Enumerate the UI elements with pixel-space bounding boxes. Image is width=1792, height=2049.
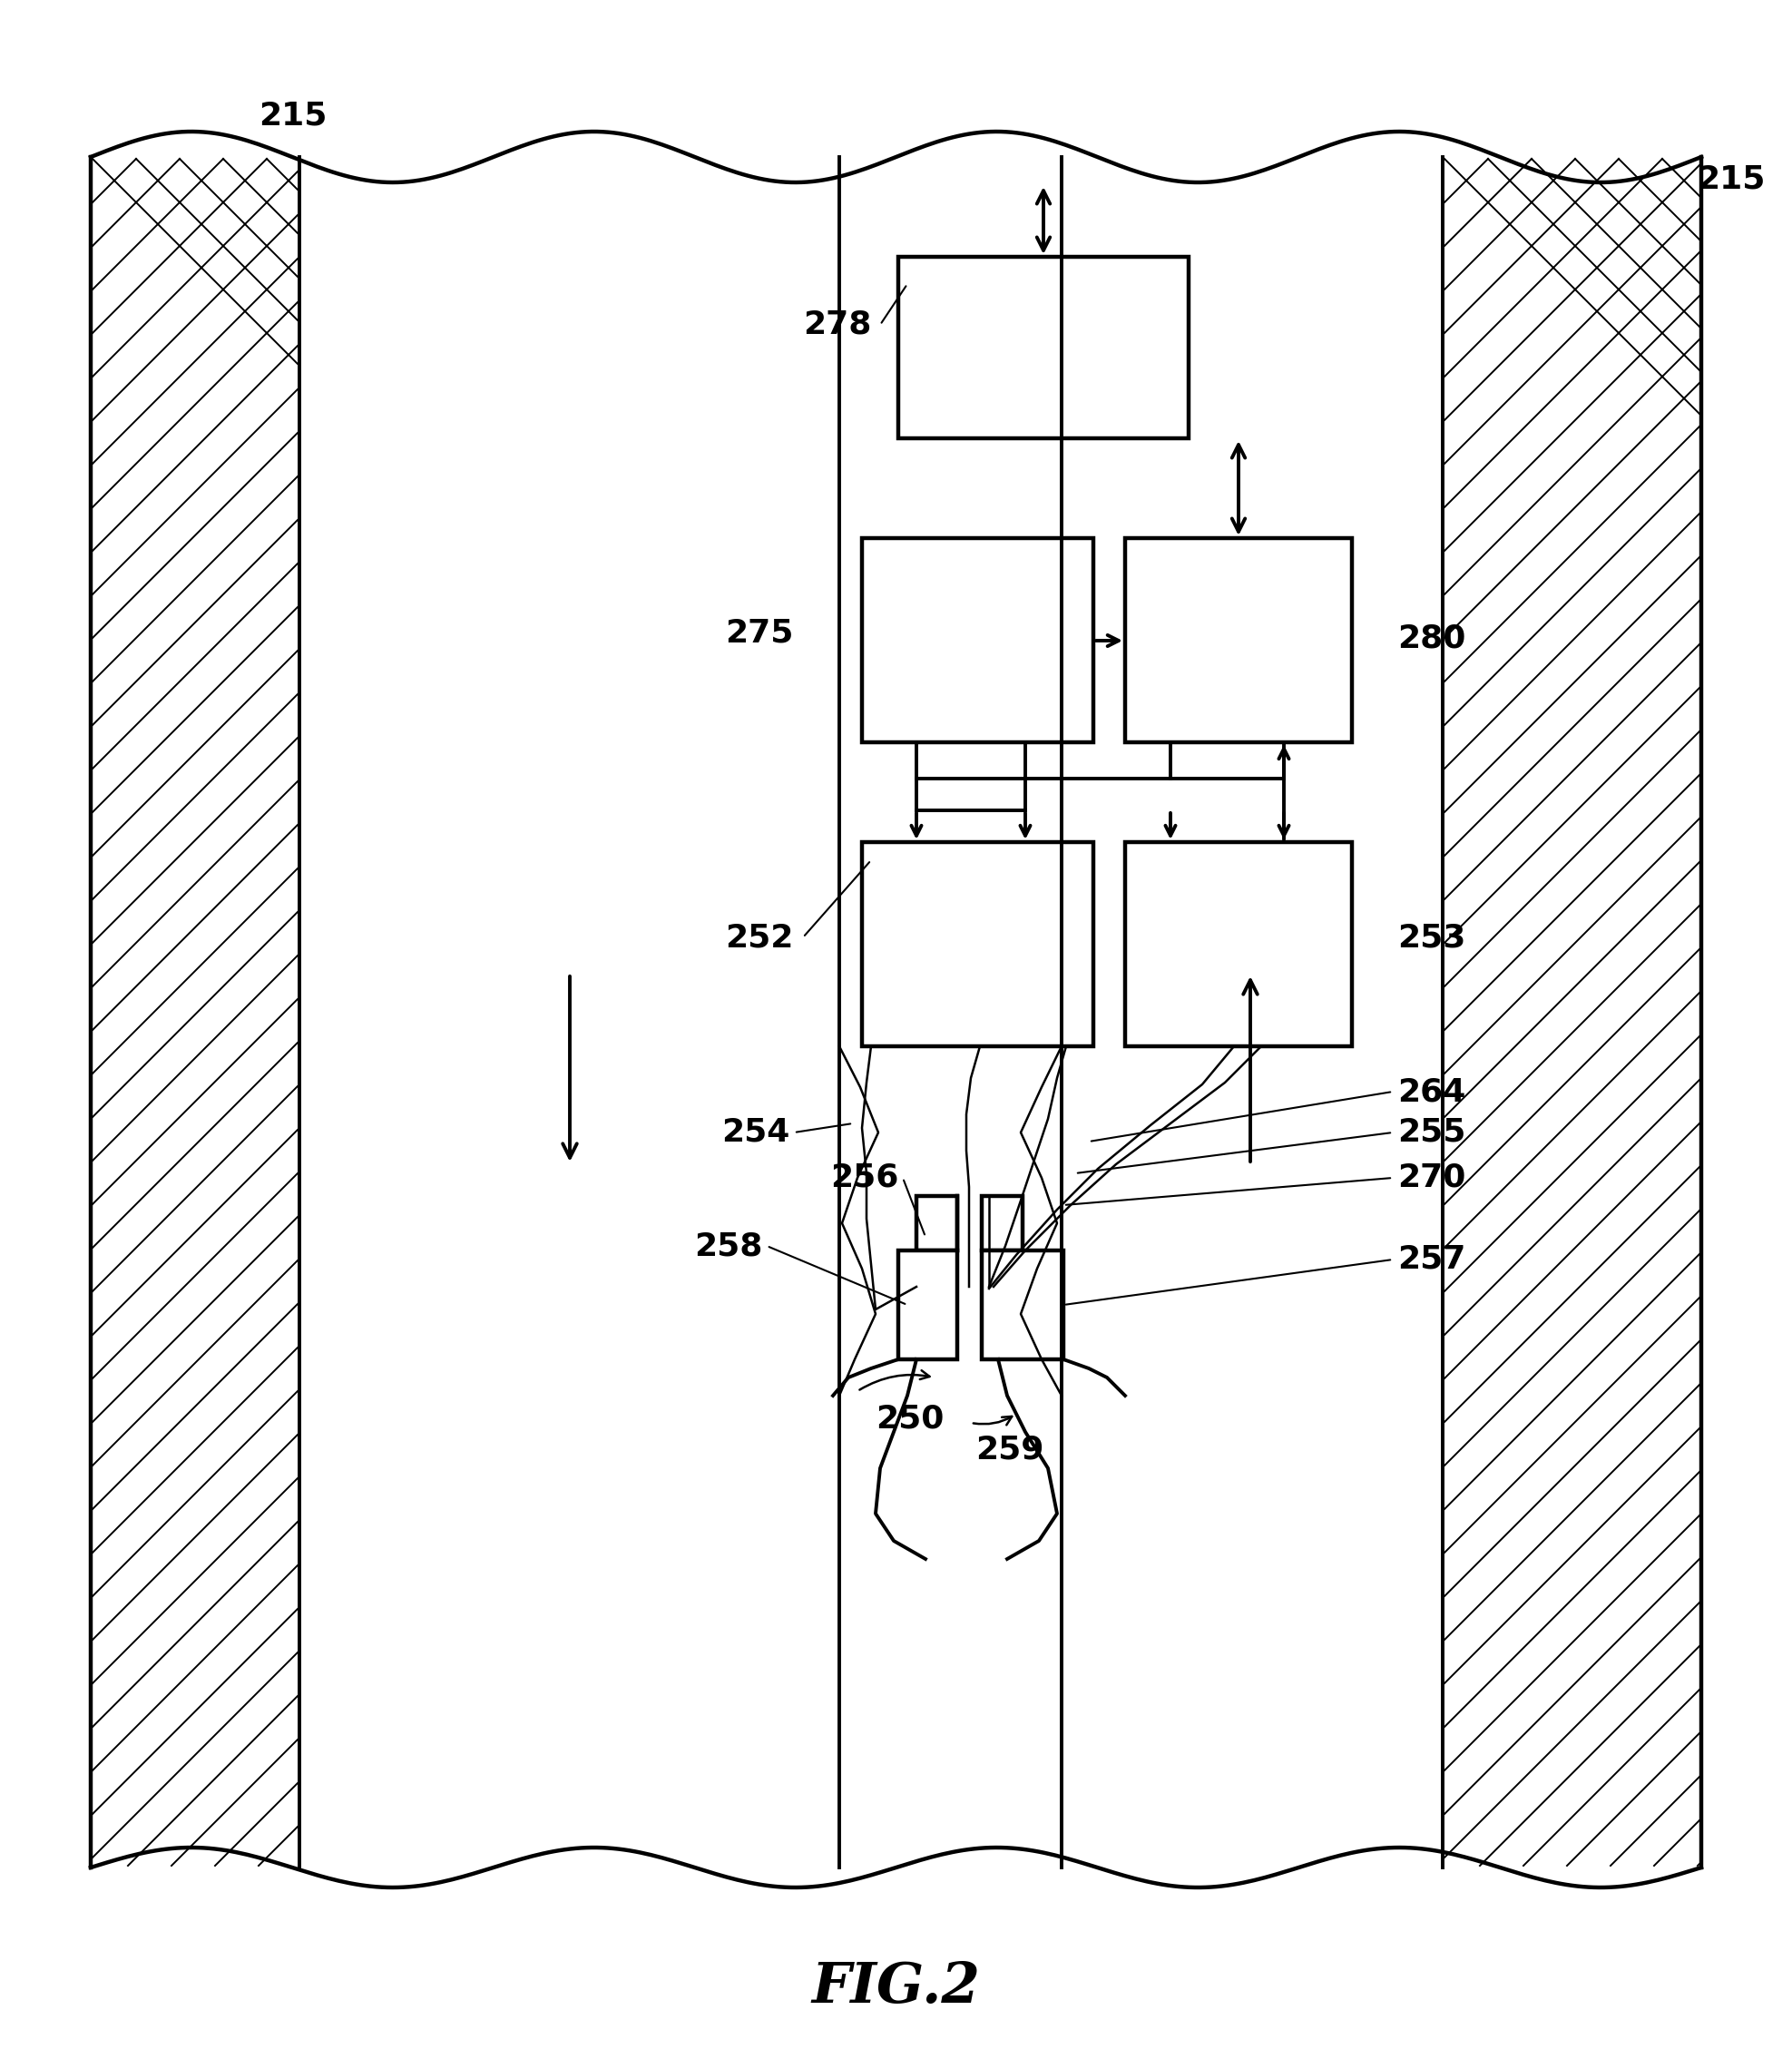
Bar (898, 256, 1188, 438)
Bar (982, 1250, 1063, 1358)
Bar (862, 842, 1093, 1047)
Bar (916, 1197, 957, 1250)
Text: 270: 270 (1398, 1162, 1466, 1193)
Text: 259: 259 (975, 1434, 1045, 1465)
Text: 215: 215 (1697, 164, 1765, 195)
Bar (982, 1197, 1023, 1250)
Bar (1125, 842, 1351, 1047)
Text: 258: 258 (694, 1231, 762, 1262)
Text: 255: 255 (1398, 1117, 1466, 1147)
Text: 256: 256 (830, 1162, 898, 1193)
Text: 278: 278 (803, 309, 871, 340)
Text: 275: 275 (726, 619, 794, 650)
Text: 252: 252 (726, 922, 794, 953)
Text: 264: 264 (1398, 1076, 1466, 1106)
Text: FIG.2: FIG.2 (812, 1961, 980, 2014)
Bar (1125, 539, 1351, 742)
Text: 215: 215 (258, 100, 326, 131)
Text: 254: 254 (720, 1117, 790, 1147)
Text: 253: 253 (1398, 922, 1466, 953)
Text: 250: 250 (876, 1404, 944, 1434)
Text: 280: 280 (1398, 623, 1466, 654)
Text: 257: 257 (1398, 1244, 1466, 1274)
Bar (898, 1250, 957, 1358)
Bar (862, 539, 1093, 742)
